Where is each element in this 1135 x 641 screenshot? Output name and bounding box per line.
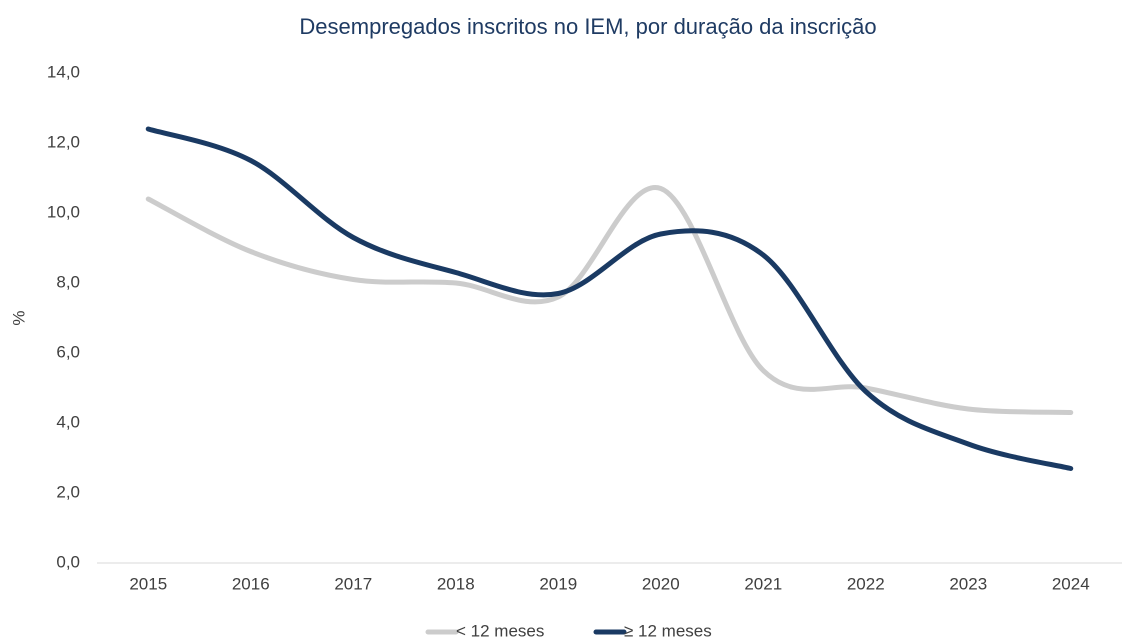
x-tick-label: 2020 xyxy=(642,574,680,593)
legend-label: ≥ 12 meses xyxy=(624,621,712,640)
y-tick-label: 6,0 xyxy=(56,342,80,361)
x-tick-label: 2016 xyxy=(232,574,270,593)
x-tick-label: 2019 xyxy=(539,574,577,593)
x-tick-label: 2024 xyxy=(1052,574,1090,593)
x-tick-label: 2017 xyxy=(334,574,372,593)
x-tick-label: 2015 xyxy=(129,574,167,593)
line-series xyxy=(145,126,1074,471)
line-series xyxy=(145,185,1074,415)
y-tick-label: 2,0 xyxy=(56,482,80,501)
y-tick-label: 4,0 xyxy=(56,412,80,431)
x-tick-label: 2021 xyxy=(744,574,782,593)
x-tick-label: 2018 xyxy=(437,574,475,593)
y-tick-label: 0,0 xyxy=(56,552,80,571)
x-tick-label: 2022 xyxy=(847,574,885,593)
y-tick-label: 10,0 xyxy=(47,202,80,221)
y-tick-label: 8,0 xyxy=(56,272,80,291)
y-tick-label: 12,0 xyxy=(47,132,80,151)
y-tick-label: 14,0 xyxy=(47,62,80,81)
x-tick-label: 2023 xyxy=(949,574,987,593)
y-axis-label: % xyxy=(9,310,28,325)
chart-title: Desempregados inscritos no IEM, por dura… xyxy=(299,14,876,39)
legend-label: < 12 meses xyxy=(456,621,544,640)
